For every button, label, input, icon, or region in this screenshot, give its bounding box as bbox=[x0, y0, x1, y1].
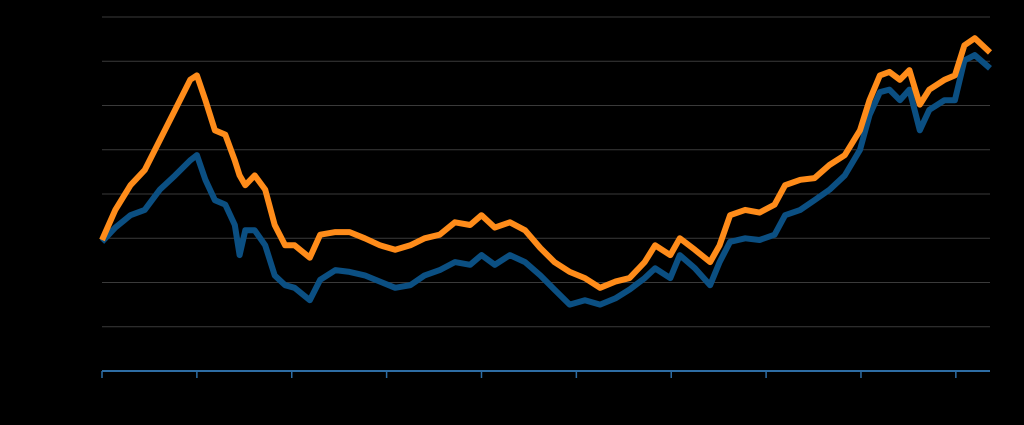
data-line bbox=[99, 52, 992, 308]
data-line bbox=[99, 35, 993, 291]
